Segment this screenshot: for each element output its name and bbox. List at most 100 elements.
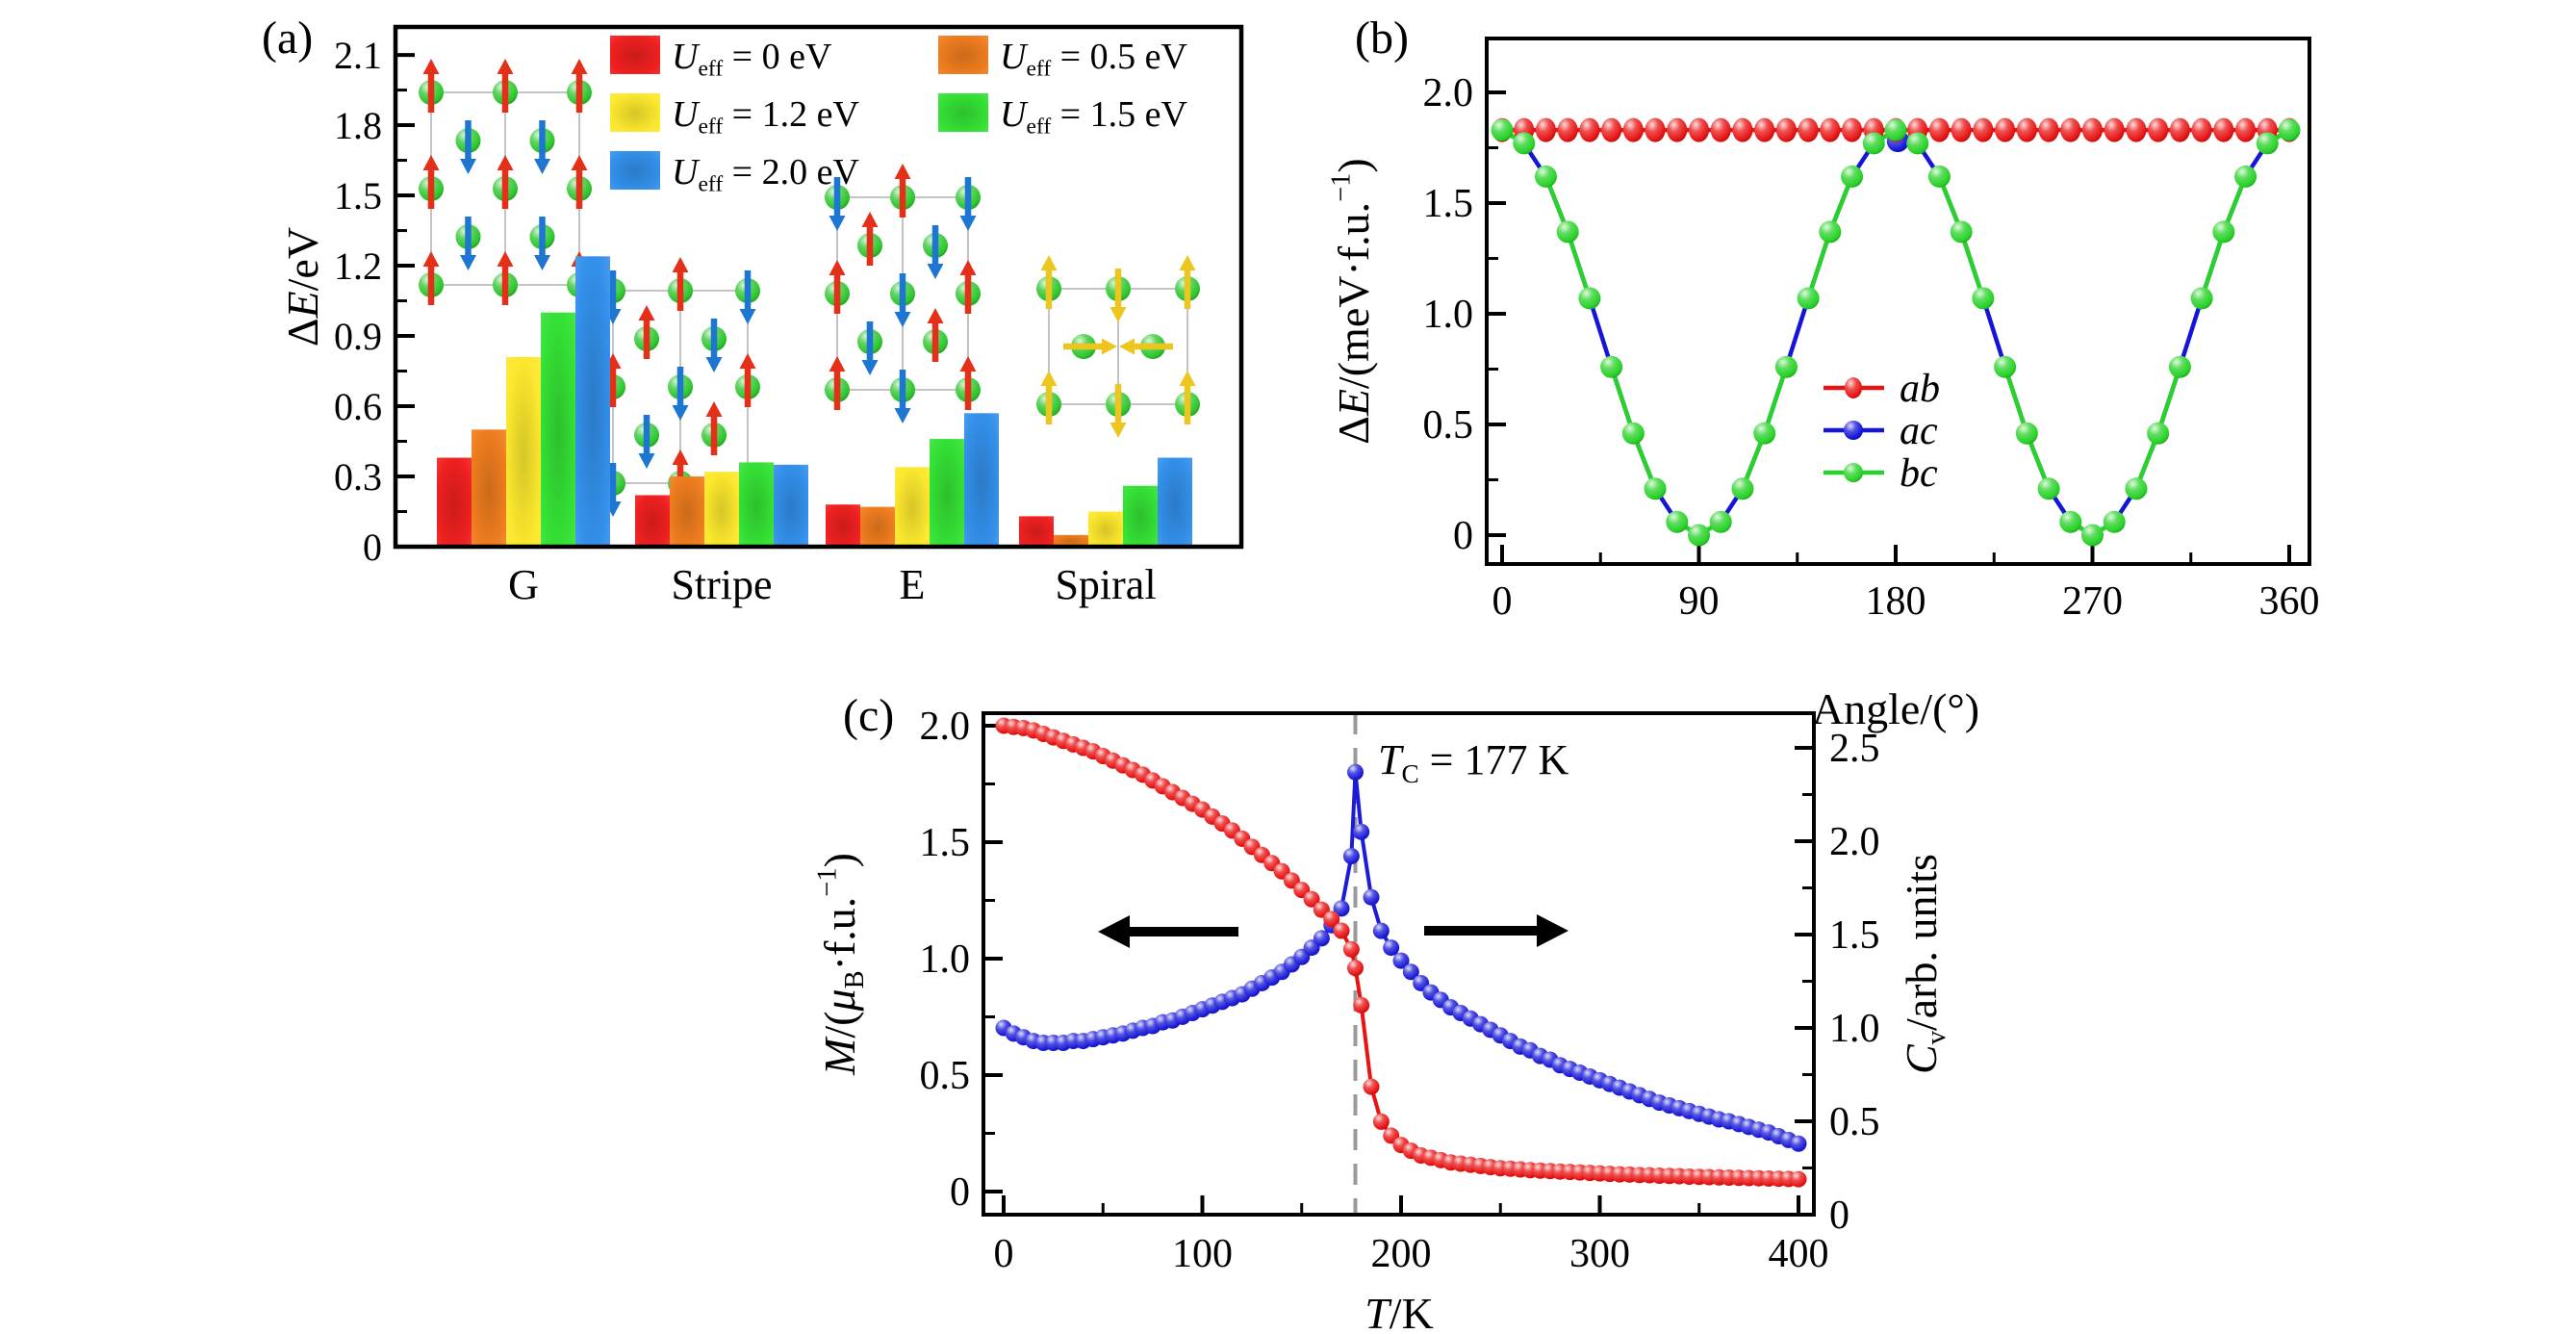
svg-text:TC = 177 K: TC = 177 K <box>1378 736 1569 788</box>
svg-text:ΔE/eV: ΔE/eV <box>278 227 327 346</box>
series-bc-line <box>1500 128 2291 537</box>
bar-E-Ueff = 0.5 eV <box>860 506 895 547</box>
a-category-label: Spiral <box>1055 561 1156 608</box>
left-arrow-icon <box>1098 915 1130 948</box>
b-ytick: 0.5 <box>1423 403 1474 448</box>
c-ytick-left: 0.5 <box>920 1054 971 1098</box>
bar-Stripe-Ueff = 0 eV <box>635 495 670 547</box>
c-xtick: 0 <box>994 1232 1014 1276</box>
a-category-label: G <box>508 561 539 608</box>
legend-swatch-Ueff = 0 eV <box>610 36 660 74</box>
b-xtick: 360 <box>2259 579 2320 624</box>
a-category-label: Stripe <box>671 561 772 608</box>
c-ytick-left: 0 <box>950 1170 970 1215</box>
panel-c-chart: 0 0.5 1.0 1.5 2.0 0 0.5 1.0 1.5 2.0 2.5 0 100 200 300 4… <box>813 705 1952 1334</box>
a-ytick: 0 <box>363 526 382 569</box>
a-ytick: 0.3 <box>334 455 382 499</box>
c-xtick: 100 <box>1172 1232 1233 1276</box>
c-ytick-left: 1.0 <box>920 937 971 982</box>
panel-a: 0 0.3 0.6 0.9 1.2 1.5 1.8 2.1 ΔE/eV G Stripe E Spira… <box>250 0 1289 664</box>
b-xtick: 180 <box>1866 579 1926 624</box>
bar-Stripe-Ueff = 1.5 eV <box>739 462 774 547</box>
axis-direction-arrows <box>1098 914 1569 948</box>
panel-a-legend: Ueff = 0 eV Ueff = 1.2 eV Ueff = 2.0 eV Uef… <box>610 36 1187 197</box>
svg-text:ab: ab <box>1900 367 1940 411</box>
c-ytick-right: 0.5 <box>1829 1100 1880 1144</box>
series-ac-line <box>1500 127 2291 538</box>
bar-G-Ueff = 2.0 eV <box>575 256 610 547</box>
svg-text:M/(μB·f.u.−1): M/(μB·f.u.−1) <box>813 853 871 1076</box>
c-ytick-left: 1.5 <box>920 821 971 865</box>
a-ytick: 0.6 <box>334 385 382 428</box>
svg-text:ΔE/(meV·f.u.−1): ΔE/(meV·f.u.−1) <box>1327 158 1378 445</box>
bar-G-Ueff = 0 eV <box>437 457 472 547</box>
c-xtick: 300 <box>1569 1232 1630 1276</box>
bar-G-Ueff = 0.5 eV <box>472 429 506 547</box>
b-ytick: 1.0 <box>1423 293 1474 337</box>
b-xtick: 0 <box>1492 579 1513 624</box>
b-xtick: 90 <box>1679 579 1720 624</box>
bar-Spiral-Ueff = 0.5 eV <box>1054 534 1088 547</box>
legend-swatch-Ueff = 0.5 eV <box>938 36 988 74</box>
c-ytick-right: 0 <box>1829 1193 1849 1238</box>
a-category-label: E <box>900 561 926 608</box>
c-ytick-right: 2.5 <box>1829 727 1880 771</box>
panel-c-axes: 0 0.5 1.0 1.5 2.0 0 0.5 1.0 1.5 2.0 2.5 0 100 200 300 4… <box>920 705 1880 1276</box>
svg-text:bc: bc <box>1900 451 1938 496</box>
a-ytick: 1.5 <box>334 174 382 218</box>
bar-E-Ueff = 1.5 eV <box>930 439 964 547</box>
panel-c-label: (c) <box>843 690 895 741</box>
spin-inset-Spiral <box>1036 255 1200 438</box>
legend-swatch-Ueff = 1.5 eV <box>938 93 988 132</box>
b-ytick: 0 <box>1453 514 1473 558</box>
bar-E-Ueff = 2.0 eV <box>964 413 999 547</box>
series-cv-markers <box>995 763 1807 1152</box>
bar-G-Ueff = 1.2 eV <box>506 356 541 547</box>
panel-b-chart: 0 0.5 1.0 1.5 2.0 0 90 180 270 360 ΔE/(meV·f.u.−1)… <box>1327 37 2320 733</box>
bar-E-Ueff = 1.2 eV <box>895 467 930 547</box>
c-ytick-right: 1.0 <box>1829 1007 1880 1051</box>
panel-b: 0 0.5 1.0 1.5 2.0 0 90 180 270 360 ΔE/(meV·f.u.−1)… <box>1299 0 2425 770</box>
c-ytick-right: 1.5 <box>1829 913 1880 958</box>
c-ytick-right: 2.0 <box>1829 820 1880 864</box>
a-ytick: 1.2 <box>334 244 382 288</box>
c-ytick-left: 2.0 <box>920 705 971 749</box>
series-bc-markers <box>1491 118 2301 547</box>
panel-b-label: (b) <box>1355 13 1409 64</box>
bar-Spiral-Ueff = 1.2 eV <box>1088 511 1123 547</box>
svg-text:Ueff = 1.5 eV: Ueff = 1.5 eV <box>1000 94 1187 140</box>
panel-a-label: (a) <box>262 13 314 64</box>
legend-swatch-Ueff = 2.0 eV <box>610 151 660 190</box>
bar-Spiral-Ueff = 0 eV <box>1019 516 1054 547</box>
bar-Stripe-Ueff = 2.0 eV <box>774 464 808 547</box>
panel-b-axes: 0 0.5 1.0 1.5 2.0 0 90 180 270 360 <box>1423 71 2320 624</box>
svg-text:Cv/arb. units: Cv/arb. units <box>1897 854 1951 1074</box>
c-xtick: 400 <box>1769 1232 1829 1276</box>
panel-a-bars <box>437 256 1192 547</box>
svg-text:Ueff = 0 eV: Ueff = 0 eV <box>672 37 832 82</box>
bar-Spiral-Ueff = 2.0 eV <box>1158 457 1192 547</box>
bar-Spiral-Ueff = 1.5 eV <box>1123 485 1158 547</box>
bar-E-Ueff = 0 eV <box>826 504 860 547</box>
svg-text:T/K: T/K <box>1365 1289 1434 1334</box>
svg-text:Ueff = 0.5 eV: Ueff = 0.5 eV <box>1000 37 1187 82</box>
a-ytick: 2.1 <box>334 34 382 77</box>
a-ytick: 0.9 <box>334 315 382 358</box>
panel-a-chart: 0 0.3 0.6 0.9 1.2 1.5 1.8 2.1 ΔE/eV G Stripe E Spira… <box>278 24 1244 608</box>
bar-Stripe-Ueff = 1.2 eV <box>704 472 739 547</box>
svg-text:Ueff = 1.2 eV: Ueff = 1.2 eV <box>672 94 859 140</box>
spin-inset-G <box>419 59 592 305</box>
bar-Stripe-Ueff = 0.5 eV <box>670 476 704 547</box>
svg-text:Ueff = 2.0 eV: Ueff = 2.0 eV <box>672 152 859 197</box>
b-xtick: 270 <box>2062 579 2123 624</box>
bar-G-Ueff = 1.5 eV <box>541 312 575 547</box>
legend-swatch-Ueff = 1.2 eV <box>610 93 660 132</box>
a-ytick: 1.8 <box>334 104 382 147</box>
svg-text:Angle/(°): Angle/(°) <box>1812 684 1979 733</box>
right-arrow-icon <box>1537 914 1569 947</box>
b-ytick: 2.0 <box>1423 71 1474 115</box>
c-xtick: 200 <box>1371 1232 1432 1276</box>
series-m-markers <box>995 717 1807 1188</box>
svg-text:ac: ac <box>1900 409 1938 453</box>
